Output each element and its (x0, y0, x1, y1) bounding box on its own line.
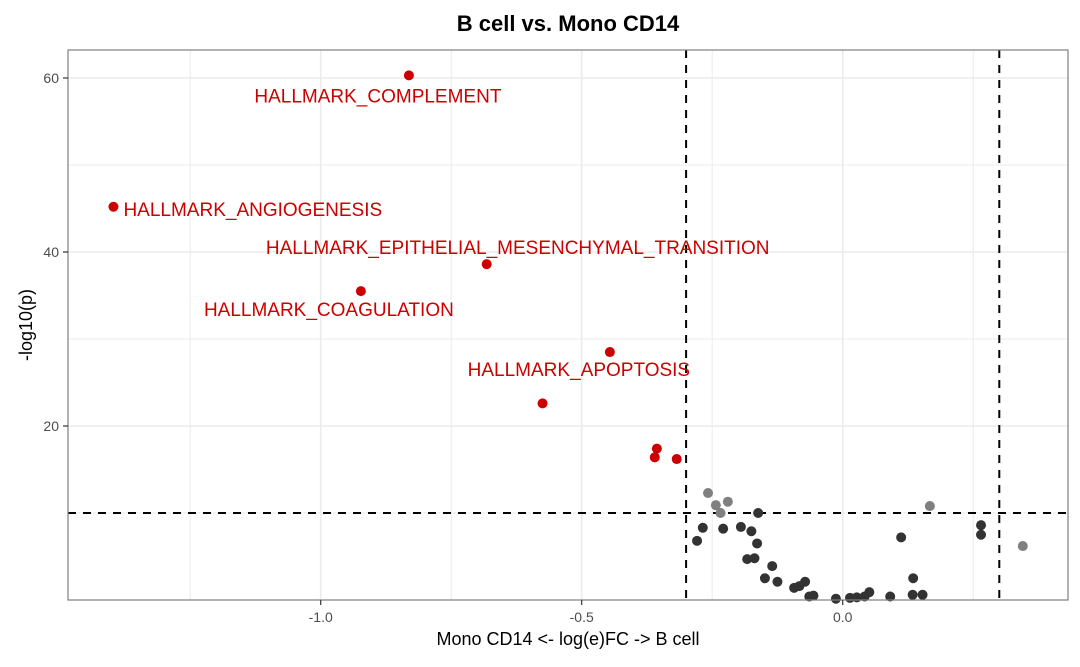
not_significant-point (718, 523, 729, 534)
near_threshold-point (924, 501, 935, 512)
not_significant-point (907, 589, 918, 600)
x-tick-label: -0.5 (570, 609, 594, 625)
not_significant-point (908, 573, 919, 584)
not_significant-point (767, 561, 778, 572)
x-tick-label: -1.0 (309, 609, 333, 625)
chart-title: B cell vs. Mono CD14 (457, 11, 680, 36)
y-tick-label: 40 (43, 244, 59, 260)
point-label: HALLMARK_EPITHELIAL_MESENCHYMAL_TRANSITI… (266, 238, 770, 259)
near_threshold-point (722, 496, 733, 507)
not_significant-point (746, 526, 757, 537)
not_significant-point (917, 589, 928, 600)
point-label: HALLMARK_APOPTOSIS (468, 360, 690, 381)
not_significant-point (742, 554, 753, 565)
significant-point (649, 452, 660, 463)
not_significant-point (864, 587, 875, 598)
y-axis: 20 40 60 (43, 70, 68, 434)
x-axis-title: Mono CD14 <- log(e)FC -> B cell (436, 629, 699, 649)
plot-panel-border (67, 49, 1069, 601)
significant-point (671, 454, 682, 465)
not_significant-point (808, 590, 819, 601)
not_significant-point (753, 508, 764, 518)
y-tick-label: 60 (43, 70, 59, 86)
not_significant-point (885, 591, 896, 602)
not_significant-point (749, 553, 760, 564)
near_threshold-point (703, 487, 714, 498)
near_threshold-point (710, 500, 721, 511)
not_significant-point (976, 529, 987, 540)
significant-point (537, 398, 548, 409)
point-labels: HALLMARK_COMPLEMENT HALLMARK_ANGIOGENESIS… (123, 86, 769, 381)
not_significant-point (800, 576, 811, 587)
significant-point (481, 259, 492, 270)
near_threshold-point (715, 508, 726, 518)
x-tick-label: 0.0 (833, 609, 853, 625)
not_significant-point (772, 576, 783, 587)
significant-point (604, 347, 615, 358)
near_threshold-point (1017, 541, 1028, 552)
not_significant-point (697, 522, 708, 533)
point-label: HALLMARK_COAGULATION (204, 300, 454, 321)
data-points (108, 70, 1028, 604)
not_significant-point (830, 593, 841, 604)
y-axis-title: -log10(p) (16, 289, 36, 361)
plot-panel-background (68, 50, 1068, 600)
significant-point (355, 286, 366, 297)
significant-point (108, 201, 119, 212)
point-label: HALLMARK_ANGIOGENESIS (123, 200, 382, 221)
significant-point (651, 443, 662, 454)
significant-point (403, 70, 414, 81)
not_significant-point (759, 573, 770, 584)
not_significant-point (896, 532, 907, 543)
not_significant-point (976, 520, 987, 531)
not_significant-point (735, 521, 746, 532)
not_significant-point (752, 538, 763, 549)
major-gridlines (68, 50, 1068, 600)
y-tick-label: 20 (43, 418, 59, 434)
not_significant-point (692, 535, 703, 546)
x-axis: -1.0 -0.5 0.0 (309, 600, 853, 625)
threshold-lines (68, 50, 1068, 600)
point-label: HALLMARK_COMPLEMENT (254, 86, 501, 107)
